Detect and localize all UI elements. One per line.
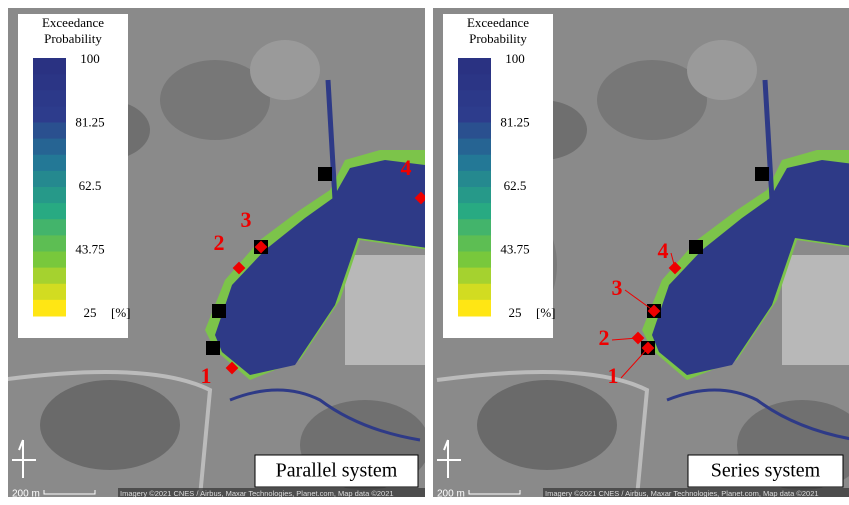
colorbar-unit: [%]	[536, 305, 556, 320]
colorbar-step	[33, 300, 66, 317]
colorbar-step	[33, 219, 66, 236]
legend-title: Exceedance	[467, 15, 529, 30]
colorbar-label: 100	[80, 51, 100, 66]
building-marker	[689, 240, 703, 254]
colorbar-label: 43.75	[500, 241, 529, 256]
colorbar-label: 25	[84, 305, 97, 320]
colorbar-step	[33, 203, 66, 220]
colorbar-label: 43.75	[75, 241, 104, 256]
colorbar-step	[33, 252, 66, 269]
colorbar-step	[458, 171, 491, 188]
colorbar-label: 81.25	[500, 114, 529, 129]
colorbar-step	[458, 300, 491, 317]
colorbar-step	[33, 74, 66, 91]
colorbar-step	[458, 252, 491, 269]
terrain	[477, 380, 617, 470]
colorbar-step	[33, 155, 66, 172]
terrain	[250, 40, 320, 100]
figure: 1234ExceedanceProbability10081.2562.543.…	[0, 0, 849, 505]
colorbar-step	[33, 171, 66, 188]
colorbar-step	[33, 123, 66, 140]
colorbar-step	[458, 219, 491, 236]
colorbar-step	[33, 284, 66, 301]
point-label: 1	[201, 363, 212, 388]
building-marker	[318, 167, 332, 181]
colorbar-step	[33, 139, 66, 156]
building-marker	[755, 167, 769, 181]
colorbar-label: 62.5	[79, 178, 102, 193]
colorbar-step	[458, 58, 491, 75]
point-label: 3	[612, 275, 623, 300]
colorbar-step	[33, 106, 66, 123]
colorbar-step	[458, 203, 491, 220]
colorbar-label: 81.25	[75, 114, 104, 129]
colorbar-step	[458, 123, 491, 140]
point-label: 4	[401, 155, 412, 180]
colorbar-step	[458, 268, 491, 285]
point-label: 3	[241, 207, 252, 232]
colorbar-step	[458, 139, 491, 156]
colorbar-step	[33, 187, 66, 204]
colorbar-step	[458, 90, 491, 107]
colorbar-step	[458, 235, 491, 252]
colorbar-step	[458, 155, 491, 172]
colorbar-step	[33, 268, 66, 285]
colorbar-step	[458, 187, 491, 204]
colorbar-step	[33, 235, 66, 252]
point-label: 1	[608, 363, 619, 388]
building-marker	[206, 341, 220, 355]
terrain	[687, 40, 757, 100]
building-marker	[212, 304, 226, 318]
colorbar-step	[458, 106, 491, 123]
legend-title: Exceedance	[42, 15, 104, 30]
legend-title: Probability	[469, 31, 527, 46]
colorbar-label: 100	[505, 51, 525, 66]
point-label: 4	[658, 238, 669, 263]
terrain	[40, 380, 180, 470]
colorbar-step	[33, 90, 66, 107]
colorbar-unit: [%]	[111, 305, 131, 320]
port-area	[345, 255, 435, 365]
colorbar-label: 25	[509, 305, 522, 320]
legend-title: Probability	[44, 31, 102, 46]
scale-label: 200 m	[12, 489, 40, 500]
attribution: Imagery ©2021 CNES / Airbus, Maxar Techn…	[120, 489, 394, 498]
panel-title: Series system	[711, 460, 821, 482]
scale-label: 200 m	[437, 489, 465, 500]
point-label: 2	[214, 230, 225, 255]
colorbar-step	[458, 284, 491, 301]
port-area	[782, 255, 849, 365]
panel-title: Parallel system	[276, 460, 398, 482]
colorbar-label: 62.5	[504, 178, 527, 193]
point-label: 2	[599, 325, 610, 350]
attribution: Imagery ©2021 CNES / Airbus, Maxar Techn…	[545, 489, 819, 498]
colorbar-step	[33, 58, 66, 75]
colorbar-step	[458, 74, 491, 91]
